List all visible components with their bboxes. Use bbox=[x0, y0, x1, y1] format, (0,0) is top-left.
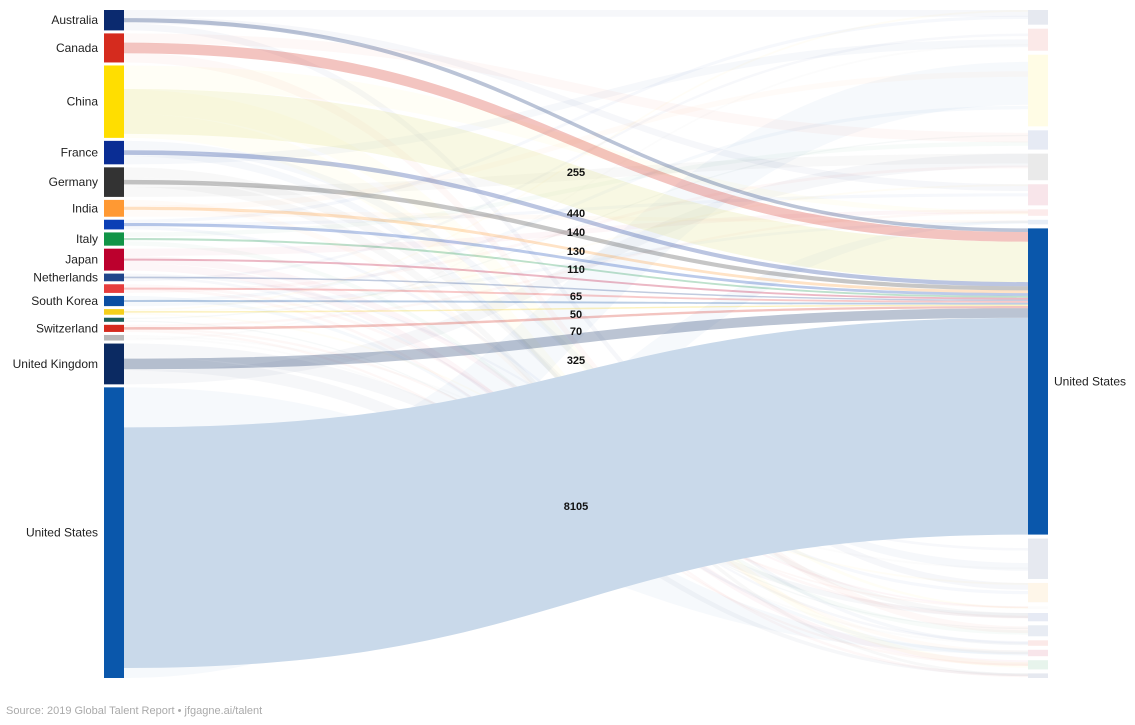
source-node-16[interactable] bbox=[104, 343, 124, 385]
source-node-13[interactable] bbox=[104, 317, 124, 322]
destination-node-1[interactable] bbox=[1028, 28, 1048, 51]
source-node-11[interactable] bbox=[104, 295, 124, 307]
source-label-3: France bbox=[61, 146, 99, 160]
destination-node-2[interactable] bbox=[1028, 54, 1048, 127]
source-node-14[interactable] bbox=[104, 324, 124, 332]
source-label-17: United States bbox=[26, 526, 98, 540]
flow-value-label-1: 440 bbox=[567, 208, 585, 220]
flow-6-to-united-states bbox=[124, 223, 1028, 296]
flow-value-label-3: 130 bbox=[567, 246, 585, 258]
source-label-1: Canada bbox=[56, 41, 98, 55]
source-label-2: China bbox=[67, 95, 99, 109]
flow-4-to-united-states bbox=[124, 179, 1028, 291]
target-label: United States bbox=[1054, 374, 1126, 388]
source-node-2[interactable] bbox=[104, 65, 124, 138]
source-label-14: Switzerland bbox=[36, 321, 98, 335]
nodes bbox=[104, 10, 1048, 678]
destination-node-15[interactable] bbox=[1028, 649, 1048, 657]
source-node-12[interactable] bbox=[104, 309, 124, 315]
flow-value-label-4: 110 bbox=[567, 264, 585, 276]
source-node-0[interactable] bbox=[104, 10, 124, 31]
flow-10-to-united-states bbox=[124, 287, 1028, 303]
source-node-17[interactable] bbox=[104, 387, 124, 678]
source-label-7: Italy bbox=[76, 232, 98, 246]
flow-value-label-2: 140 bbox=[567, 227, 585, 239]
destination-node-14[interactable] bbox=[1028, 640, 1048, 646]
flow-2-to-united-states bbox=[124, 88, 1028, 283]
flow-5-to-united-states bbox=[124, 206, 1028, 294]
source-label-5: India bbox=[72, 201, 98, 215]
flow-1-to-united-states bbox=[124, 42, 1028, 242]
source-node-15[interactable] bbox=[104, 334, 124, 341]
flow-9-to-united-states bbox=[124, 276, 1028, 301]
destination-node-5[interactable] bbox=[1028, 184, 1048, 206]
destination-node-0[interactable] bbox=[1028, 10, 1048, 25]
destination-node-4[interactable] bbox=[1028, 153, 1048, 181]
source-node-3[interactable] bbox=[104, 140, 124, 165]
highlighted-flows bbox=[124, 18, 1028, 669]
destination-node-3[interactable] bbox=[1028, 130, 1048, 150]
flow-value-label-5: 65 bbox=[570, 291, 582, 303]
source-node-4[interactable] bbox=[104, 167, 124, 197]
destination-node-12[interactable] bbox=[1028, 613, 1048, 622]
destination-node-7[interactable] bbox=[1028, 219, 1048, 225]
flow-8-to-united-states bbox=[124, 258, 1028, 300]
source-label-4: Germany bbox=[49, 175, 98, 189]
destination-node-6[interactable] bbox=[1028, 209, 1048, 216]
source-node-5[interactable] bbox=[104, 199, 124, 217]
source-footer: Source: 2019 Global Talent Report • jfga… bbox=[6, 705, 263, 717]
labels: Australia Canada China France Germany India It… bbox=[13, 13, 1126, 539]
target-node-united-states[interactable] bbox=[1028, 228, 1048, 535]
source-node-9[interactable] bbox=[104, 273, 124, 282]
flow-3-to-united-states bbox=[124, 150, 1028, 287]
flow-value-label-0: 255 bbox=[567, 167, 585, 179]
destination-node-13[interactable] bbox=[1028, 625, 1048, 637]
flow-0-to-united-states bbox=[124, 18, 1028, 233]
flow-value-label-8: 325 bbox=[567, 355, 585, 367]
background-flow-0 bbox=[124, 10, 1028, 17]
destination-node-16[interactable] bbox=[1028, 660, 1048, 670]
flow-13-to-united-states bbox=[124, 305, 1028, 330]
flow-value-label-7: 70 bbox=[570, 326, 582, 338]
destination-node-9[interactable] bbox=[1028, 538, 1048, 579]
flow-7-to-united-states bbox=[124, 238, 1028, 298]
flow-value-label-6: 50 bbox=[570, 309, 582, 321]
sankey-chart: Australia Canada China France Germany India It… bbox=[13, 10, 1126, 678]
flow-value-label-9: 8105 bbox=[564, 501, 588, 513]
source-node-10[interactable] bbox=[104, 284, 124, 293]
destination-node-17[interactable] bbox=[1028, 673, 1048, 678]
source-node-6[interactable] bbox=[104, 219, 124, 230]
source-label-0: Australia bbox=[51, 13, 98, 27]
source-node-7[interactable] bbox=[104, 232, 124, 246]
destination-node-11[interactable] bbox=[1028, 606, 1048, 610]
source-label-9: Netherlands bbox=[33, 270, 98, 284]
flow-15-to-united-states bbox=[124, 317, 1028, 669]
source-label-11: South Korea bbox=[31, 294, 98, 308]
source-label-16: United Kingdom bbox=[13, 357, 98, 371]
destination-node-10[interactable] bbox=[1028, 582, 1048, 603]
source-node-8[interactable] bbox=[104, 248, 124, 271]
flow-12-to-united-states bbox=[124, 304, 1028, 313]
flow-11-to-united-states bbox=[124, 299, 1028, 305]
source-label-8: Japan bbox=[65, 253, 98, 267]
source-node-1[interactable] bbox=[104, 33, 124, 63]
flow-14-to-united-states bbox=[124, 308, 1028, 370]
